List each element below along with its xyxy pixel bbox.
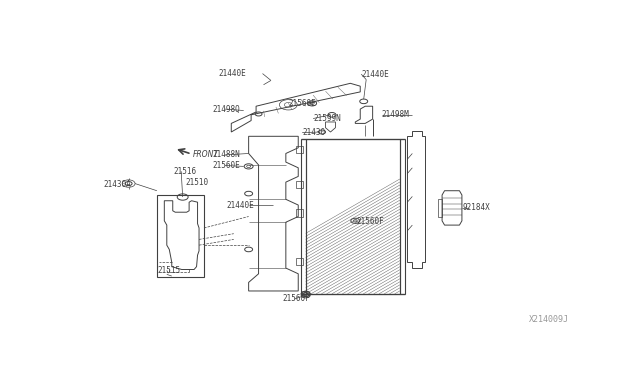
Bar <box>296 209 303 217</box>
Text: 21440E: 21440E <box>219 69 246 78</box>
Text: 21560F: 21560F <box>356 217 385 225</box>
Text: 21498M: 21498M <box>381 110 410 119</box>
Text: 21510: 21510 <box>185 178 208 187</box>
Text: 21498Q: 21498Q <box>213 105 241 113</box>
Text: FRONT: FRONT <box>193 150 219 159</box>
Text: 21440E: 21440E <box>361 70 389 78</box>
Text: 21430: 21430 <box>302 128 325 137</box>
Bar <box>157 195 204 277</box>
Text: 21560E: 21560E <box>213 161 241 170</box>
Text: 21599N: 21599N <box>313 114 341 123</box>
Text: 21430A: 21430A <box>104 180 132 189</box>
Text: 21560E: 21560E <box>288 99 316 108</box>
Text: 92184X: 92184X <box>463 203 491 212</box>
Text: 21515: 21515 <box>157 266 180 275</box>
Text: 21516: 21516 <box>173 167 196 176</box>
Bar <box>306 139 400 294</box>
Text: X214009J: X214009J <box>529 315 568 324</box>
Bar <box>296 258 303 265</box>
Text: 21560F: 21560F <box>282 295 310 304</box>
Bar <box>296 181 303 188</box>
Text: 21488N: 21488N <box>213 150 241 160</box>
Bar <box>296 146 303 154</box>
Text: 21440E: 21440E <box>227 201 254 209</box>
